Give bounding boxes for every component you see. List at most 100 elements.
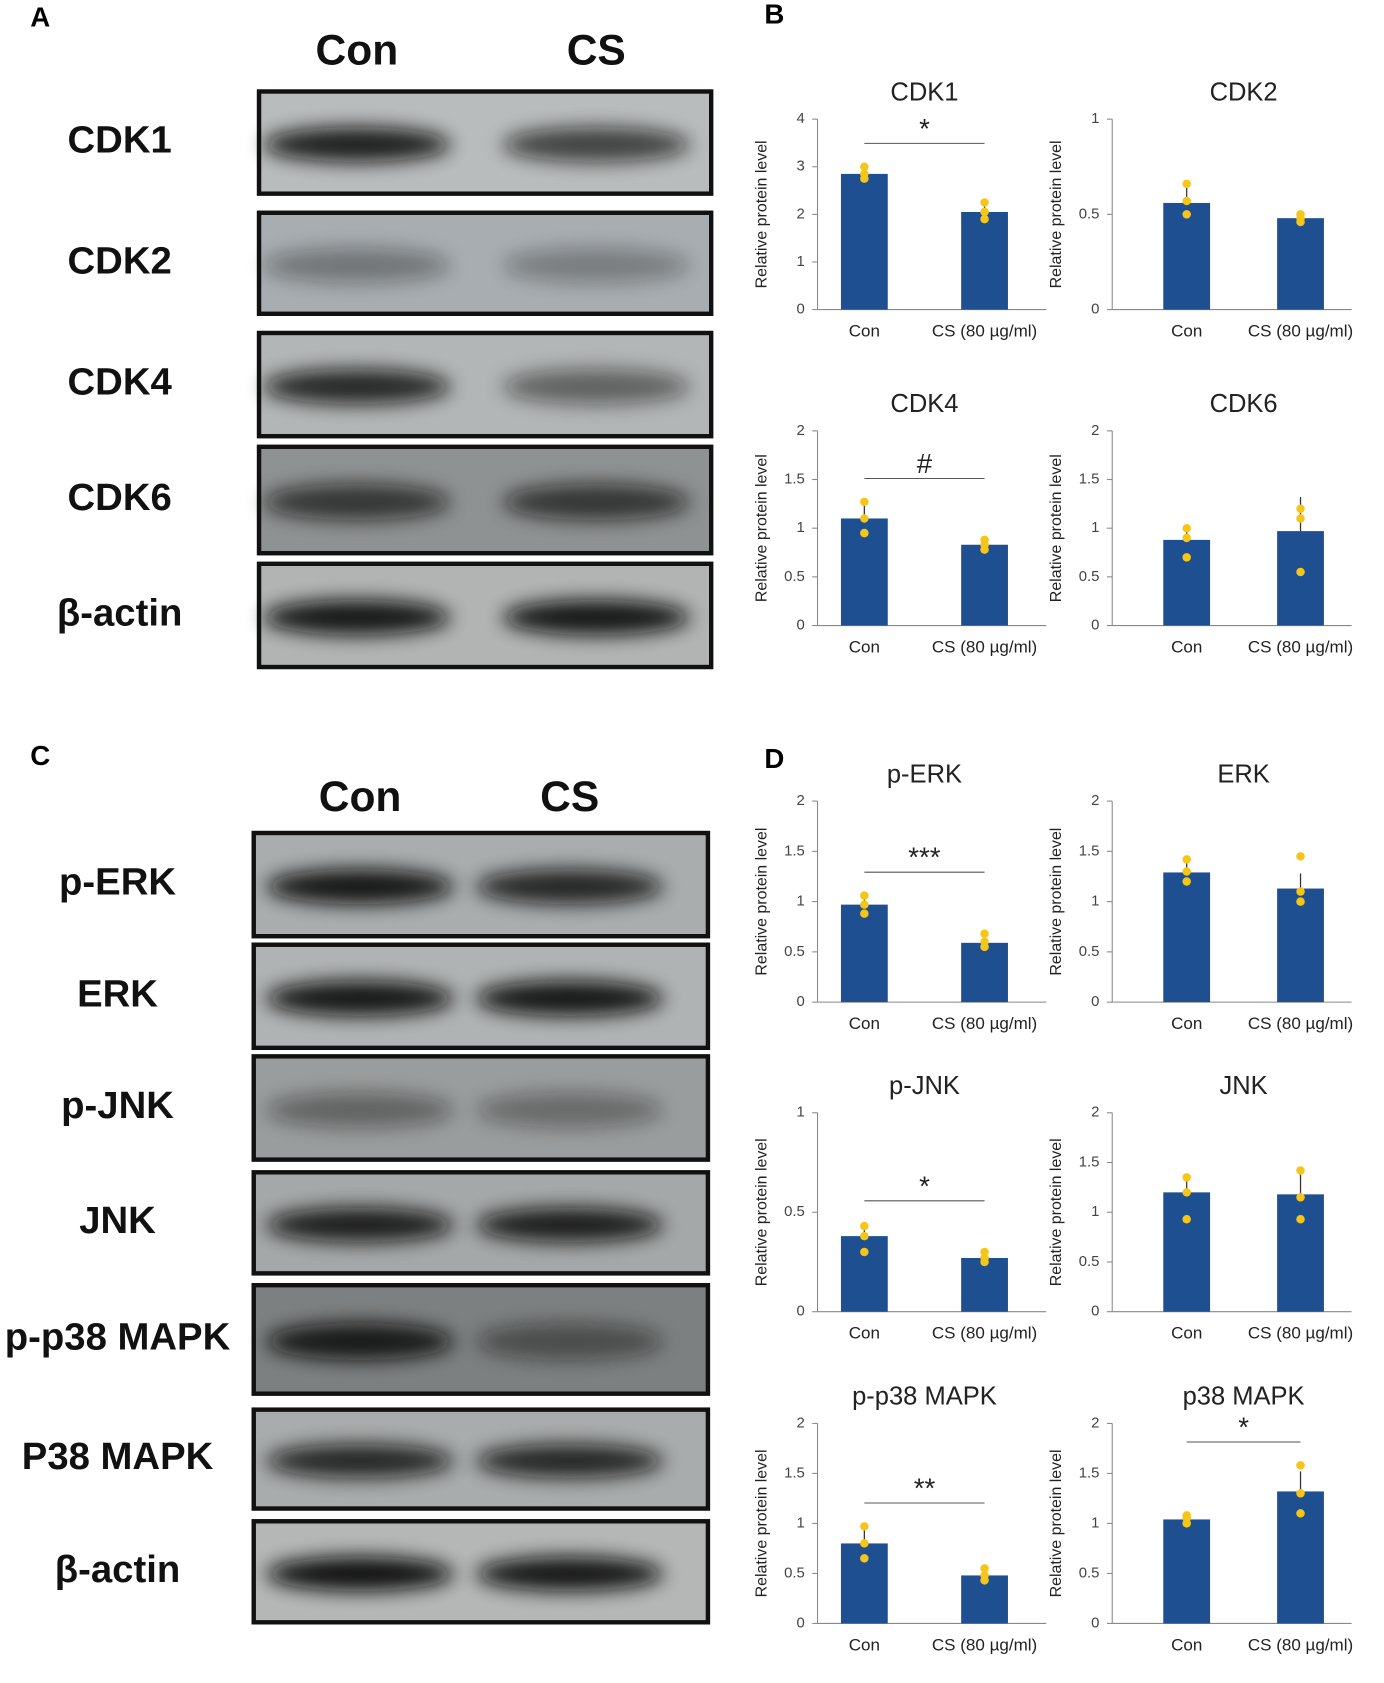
blot-label: CDK6 (68, 476, 172, 519)
data-point (1296, 567, 1305, 577)
y-tick-label: 2 (796, 793, 804, 809)
y-tick-label: 2 (1091, 423, 1099, 439)
x-tick-label: Con (1171, 1014, 1202, 1033)
y-tick-label: 1 (1091, 1515, 1099, 1531)
y-tick-label: 2 (796, 423, 804, 439)
blot-band (476, 1323, 664, 1360)
bar (840, 904, 888, 1003)
y-tick-label: 2 (796, 206, 804, 222)
bar (961, 1258, 1008, 1312)
y-tick-label: 0.5 (1079, 944, 1100, 960)
y-tick-label: 0 (1091, 994, 1099, 1010)
data-point (1182, 1188, 1191, 1197)
y-tick-label: 1 (796, 1515, 804, 1531)
bar (840, 1236, 888, 1312)
data-point (1182, 1214, 1191, 1224)
x-tick-label: CS (80 µg/ml) (932, 1324, 1037, 1343)
y-tick-label: 2 (1091, 1105, 1099, 1121)
y-tick-label: 0.5 (1079, 206, 1100, 222)
y-axis-label: Relative protein level (753, 1138, 770, 1286)
y-tick-label: 1.5 (1079, 843, 1100, 859)
data-point (980, 198, 989, 207)
significance-label: * (919, 113, 930, 144)
y-tick-label: 0 (796, 1304, 804, 1320)
y-tick-label: 1.5 (784, 843, 805, 859)
y-tick-label: 0 (796, 617, 804, 633)
blot-band (263, 248, 451, 283)
data-point (980, 207, 989, 217)
data-point (1182, 1173, 1191, 1182)
y-tick-label: 1.5 (784, 471, 805, 487)
lane-label: CS (567, 26, 626, 74)
blot-band (476, 1207, 664, 1243)
data-point (860, 1522, 869, 1531)
x-tick-label: Con (849, 1635, 880, 1654)
y-tick-label: 0 (1091, 617, 1099, 633)
blot-label: JNK (79, 1199, 156, 1242)
data-point (860, 900, 869, 909)
y-tick-label: 1.5 (1079, 471, 1100, 487)
blot-label: β-actin (57, 592, 182, 635)
y-tick-label: 0 (796, 302, 804, 318)
y-tick-label: 0.5 (1079, 1565, 1100, 1581)
lane-label: CS (540, 773, 599, 821)
data-point (860, 169, 869, 179)
blot-band (476, 869, 664, 905)
y-tick-label: 0.5 (1079, 569, 1100, 585)
blot-label: CDK1 (68, 119, 172, 162)
bar (1277, 218, 1324, 310)
blot-band (476, 1556, 664, 1592)
y-tick-label: 0.5 (784, 944, 805, 960)
x-tick-label: CS (80 µg/ml) (1248, 1324, 1353, 1343)
significance-label: * (919, 1170, 930, 1201)
y-tick-label: 0 (1091, 1615, 1099, 1631)
x-tick-label: Con (1171, 637, 1202, 656)
blot-band (263, 484, 451, 521)
blot-band (266, 1444, 454, 1478)
x-tick-label: Con (1171, 321, 1202, 340)
data-point (1296, 514, 1305, 523)
bar (1277, 531, 1324, 626)
x-tick-label: Con (849, 1014, 880, 1033)
data-point (860, 1539, 869, 1548)
blot-border (251, 942, 711, 1051)
x-tick-label: CS (80 µg/ml) (932, 637, 1037, 656)
y-tick-label: 0 (796, 1615, 804, 1631)
data-point (860, 1554, 869, 1563)
blot-band (502, 369, 690, 405)
blot-border (256, 561, 714, 670)
bar (961, 211, 1008, 310)
x-tick-label: CS (80 µg/ml) (932, 1014, 1037, 1033)
panel-letter: B (764, 0, 784, 29)
significance-label: * (1238, 1412, 1249, 1443)
y-axis-label: Relative protein level (1048, 1449, 1065, 1597)
chart-title: CDK1 (890, 78, 958, 106)
y-axis-label: Relative protein level (1048, 140, 1065, 288)
bar (1163, 202, 1211, 310)
data-point (860, 162, 869, 172)
blot-border (251, 1407, 711, 1511)
x-tick-label: Con (849, 637, 880, 656)
significance-label: # (917, 448, 933, 479)
chart-title: ERK (1217, 760, 1269, 788)
y-tick-label: 0 (1091, 1304, 1099, 1320)
bar (1277, 888, 1324, 1003)
data-point (980, 1564, 989, 1573)
y-tick-label: 1 (1091, 894, 1099, 910)
panel-letter: D (764, 743, 784, 774)
x-tick-label: Con (849, 1324, 880, 1343)
x-tick-label: CS (80 µg/ml) (932, 1635, 1037, 1654)
bar (961, 942, 1008, 1003)
chart-title: CDK6 (1210, 390, 1278, 418)
bar (840, 173, 888, 310)
data-point (1296, 1166, 1305, 1175)
y-tick-label: 0.5 (784, 569, 805, 585)
blot-border (251, 1519, 711, 1625)
blot-border (251, 1170, 711, 1276)
y-axis-label: Relative protein level (1048, 454, 1065, 602)
data-point (1182, 210, 1191, 219)
y-tick-label: 2 (796, 1415, 804, 1431)
y-tick-label: 1.5 (1079, 1465, 1100, 1481)
blot-band (266, 1207, 454, 1243)
x-tick-label: Con (1171, 1324, 1202, 1343)
